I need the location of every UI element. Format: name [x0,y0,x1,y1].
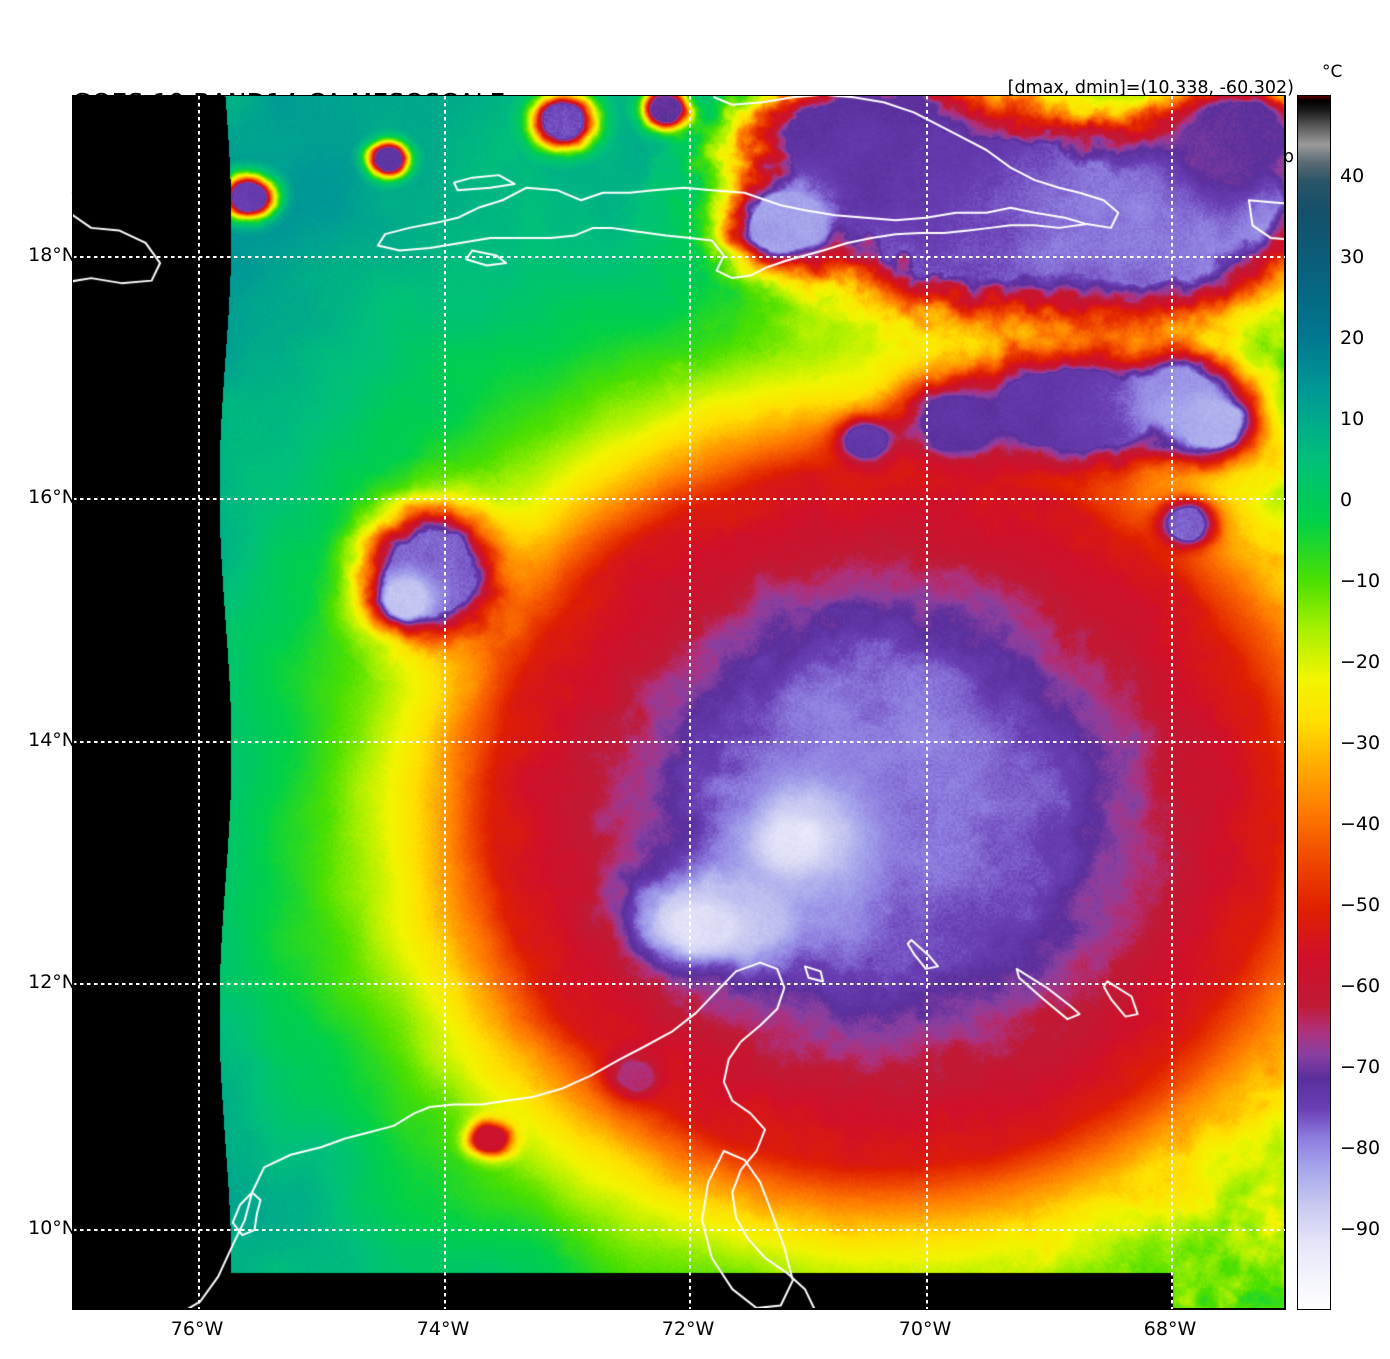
colorbar-tick-7: −30 [1340,732,1381,754]
colorbar-tick-5: −10 [1340,570,1381,592]
latitude-tick-0: 18°N [28,244,76,266]
colorbar-tick-9: −50 [1340,894,1381,916]
colorbar-tick-6: −20 [1340,651,1381,673]
colorbar-tick-3: 10 [1340,408,1365,430]
latitude-tick-4: 10°N [28,1217,76,1239]
latitude-tick-1: 16°N [28,486,76,508]
colorbar-tick-1: 30 [1340,246,1365,268]
colorbar-tick-0: 40 [1340,165,1365,187]
longitude-tick-0: 76°W [170,1318,224,1340]
colorbar-tick-10: −60 [1340,975,1381,997]
satellite-map[interactable]: Copyright © 2020-2025 Dapiya [72,95,1286,1310]
colorbar-unit-label: °C [1322,62,1343,82]
latitude-tick-2: 14°N [28,729,76,751]
longitude-tick-2: 72°W [661,1318,715,1340]
colorbar-tick-2: 20 [1340,327,1365,349]
longitude-tick-4: 68°W [1143,1318,1197,1340]
colorbar-tick-13: −90 [1340,1218,1381,1240]
latitude-tick-3: 12°N [28,971,76,993]
colorbar-tick-12: −80 [1340,1137,1381,1159]
colorbar-gradient [1298,96,1330,1309]
longitude-tick-1: 74°W [416,1318,470,1340]
colorbar-tick-8: −40 [1340,813,1381,835]
dmax-dmin-label: [dmax, dmin]=(10.338, -60.302) [1007,78,1294,98]
longitude-tick-3: 70°W [898,1318,952,1340]
colorbar-tick-4: 0 [1340,489,1353,511]
colorbar[interactable] [1297,95,1331,1310]
satellite-image-canvas [73,96,1284,1308]
colorbar-tick-11: −70 [1340,1056,1381,1078]
